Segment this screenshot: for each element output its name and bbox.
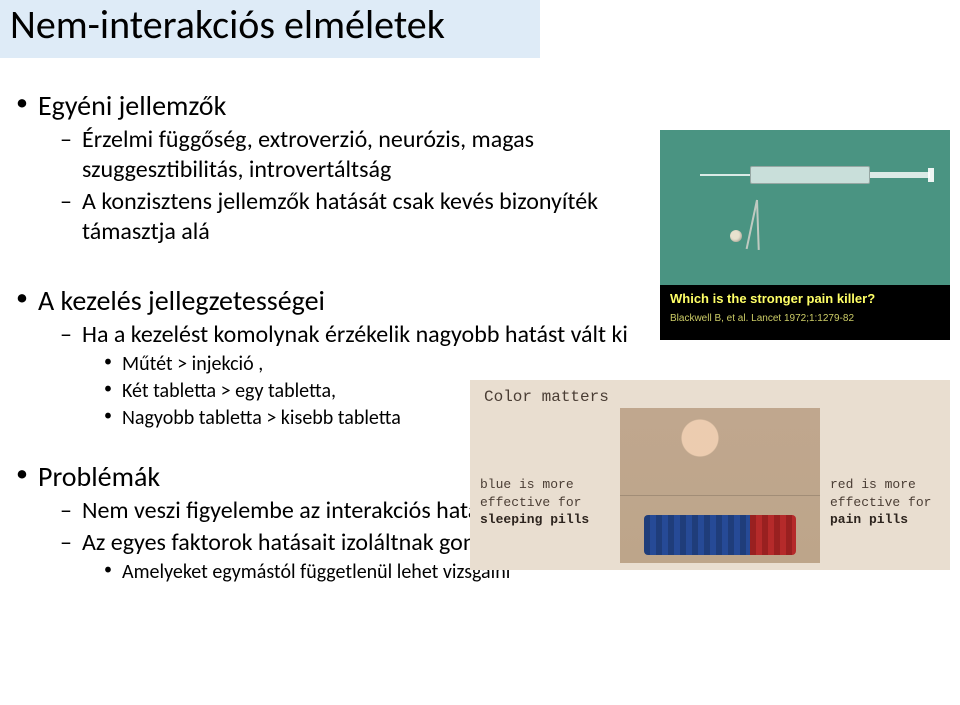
bullet-lvl1: Ha a kezelést komolynak érzékelik nagyob… [10, 320, 650, 350]
pill-tray-icon [644, 515, 796, 555]
color-matters-image: Color matters blue is more effective for… [470, 380, 950, 570]
bullet-lvl1: Érzelmi függőség, extroverzió, neurózis,… [10, 125, 650, 185]
color-right-text: red is more effective for pain pills [830, 476, 940, 529]
bullet-lvl0: A kezelés jellegzetességei [10, 283, 650, 318]
syringe-icon [690, 160, 930, 190]
caption-citation: Blackwell B, et al. Lancet 1972;1:1279-8… [670, 312, 940, 325]
syringe-photo [660, 130, 950, 285]
bullet-lvl1: A konzisztens jellemzők hatását csak kev… [10, 187, 650, 247]
syringe-caption: Which is the stronger pain killer? Black… [660, 285, 950, 340]
color-matters-title: Color matters [484, 388, 609, 406]
spacer [10, 247, 650, 273]
pill-photo [620, 408, 820, 563]
syringe-image: Which is the stronger pain killer? Black… [660, 130, 950, 340]
bullet-lvl2: Műtét > injekció , [10, 352, 650, 377]
caption-question: Which is the stronger pain killer? [670, 291, 940, 308]
pill-icon [730, 230, 742, 242]
color-left-text: blue is more effective for sleeping pill… [480, 476, 610, 529]
slide-title: Nem-interakciós elméletek [10, 0, 445, 49]
bullet-lvl0: Egyéni jellemzők [10, 88, 650, 123]
